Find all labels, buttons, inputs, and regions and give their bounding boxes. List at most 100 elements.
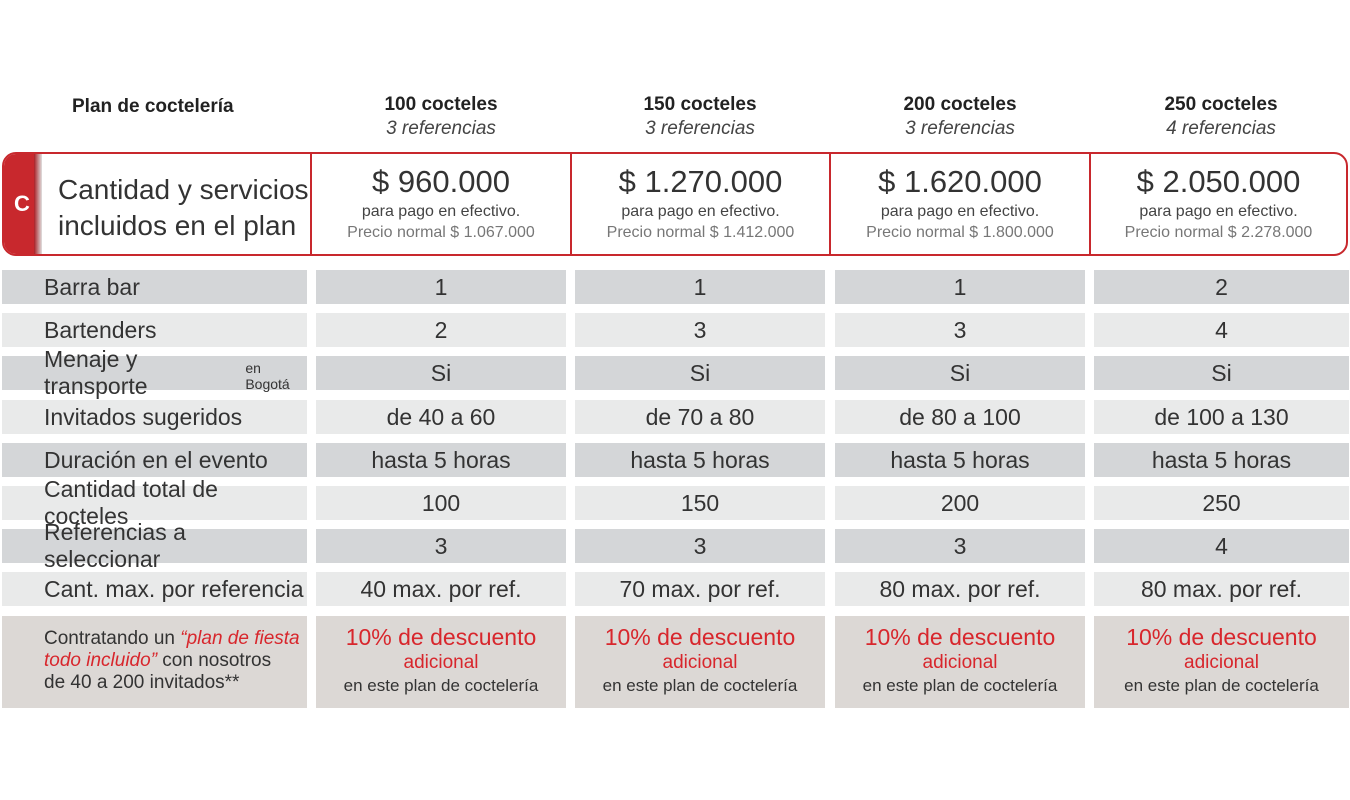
label-line-2: incluidos en el plan — [58, 210, 297, 241]
column-title: 150 cocteles — [643, 94, 757, 115]
table-cell: 3 — [835, 529, 1085, 563]
table-cell: 3 — [835, 313, 1085, 347]
table-cell: 2 — [1094, 270, 1349, 304]
tab-shade — [34, 154, 42, 254]
table-cell: hasta 5 horas — [575, 443, 825, 477]
table-cell: de 100 a 130 — [1094, 400, 1349, 434]
promo-highlight: todo incluido” — [44, 650, 158, 671]
discount-subtitle: adicional — [662, 652, 738, 673]
price-cell: $ 1.620.000 para pago en efectivo. Preci… — [829, 154, 1089, 254]
table-row: Invitados sugeridos de 40 a 60 de 70 a 8… — [0, 400, 1350, 434]
column-header-200: 200 cocteles 3 referencias — [835, 94, 1085, 140]
row-label: Duración en el evento — [2, 443, 307, 477]
table-cell: 1 — [835, 270, 1085, 304]
column-header-150: 150 cocteles 3 referencias — [575, 94, 825, 140]
discount-note: en este plan de coctelería — [862, 676, 1058, 695]
price-cell: $ 1.270.000 para pago en efectivo. Preci… — [570, 154, 829, 254]
table-cell: 250 — [1094, 486, 1349, 520]
column-header-100: 100 cocteles 3 referencias — [316, 94, 566, 140]
table-cell: 40 max. por ref. — [316, 572, 566, 606]
promo-row: Contratando un “plan de fiesta todo incl… — [0, 616, 1350, 708]
price-amount: $ 1.270.000 — [618, 164, 783, 199]
discount-cell: 10% de descuento adicional en este plan … — [575, 616, 825, 708]
table-row: Duración en el evento hasta 5 horas hast… — [0, 443, 1350, 477]
table-row: Menaje y transporte en Bogotá Si Si Si S… — [0, 346, 1350, 399]
table-cell: de 80 a 100 — [835, 400, 1085, 434]
table-cell: hasta 5 horas — [316, 443, 566, 477]
table-row: Barra bar 1 1 1 2 — [0, 270, 1350, 304]
promo-label: Contratando un “plan de fiesta todo incl… — [2, 616, 307, 694]
table-row: Cant. max. por referencia 40 max. por re… — [0, 572, 1350, 606]
discount-note: en este plan de coctelería — [343, 676, 539, 695]
table-cell: de 40 a 60 — [316, 400, 566, 434]
table-cell: 3 — [575, 313, 825, 347]
promo-end: de 40 a 200 invitados** — [44, 672, 240, 693]
column-subtitle: 4 referencias — [1166, 118, 1276, 139]
row-label: Invitados sugeridos — [2, 400, 307, 434]
table-cell: 70 max. por ref. — [575, 572, 825, 606]
discount-title: 10% de descuento — [1126, 624, 1317, 650]
plan-title: Plan de coctelería — [72, 96, 234, 117]
normal-price: Precio normal $ 1.800.000 — [866, 224, 1054, 241]
normal-price: Precio normal $ 1.412.000 — [606, 224, 795, 241]
price-amount: $ 1.620.000 — [878, 164, 1042, 199]
price-amount: $ 2.050.000 — [1136, 164, 1301, 199]
table-cell: 1 — [575, 270, 825, 304]
discount-cell: 10% de descuento adicional en este plan … — [316, 616, 566, 708]
table-cell: Si — [1094, 356, 1349, 390]
discount-subtitle: adicional — [922, 652, 998, 673]
discount-title: 10% de descuento — [345, 624, 537, 650]
discount-cell: 10% de descuento adicional en este plan … — [1094, 616, 1349, 708]
promo-prefix: Contratando un — [44, 628, 181, 649]
column-subtitle: 3 referencias — [905, 118, 1015, 139]
table-cell: 80 max. por ref. — [835, 572, 1085, 606]
price-cell: $ 960.000 para pago en efectivo. Precio … — [310, 154, 570, 254]
row-label-text: Menaje y transporte — [44, 346, 148, 399]
row-label: Menaje y transporte en Bogotá — [2, 346, 307, 399]
table-cell: 150 — [575, 486, 825, 520]
price-band: C Cantidad y servicios incluidos en el p… — [2, 152, 1348, 256]
table-header: Plan de coctelería 100 cocteles 3 refere… — [0, 92, 1350, 148]
table-cell: Si — [575, 356, 825, 390]
table-cell: 100 — [316, 486, 566, 520]
normal-price: Precio normal $ 2.278.000 — [1124, 224, 1313, 241]
promo-label-cell: Contratando un “plan de fiesta todo incl… — [2, 616, 307, 708]
column-subtitle: 3 referencias — [386, 118, 496, 139]
discount-cell: 10% de descuento adicional en este plan … — [835, 616, 1085, 708]
row-label: Cantidad total de cocteles — [2, 476, 307, 529]
discount-note: en este plan de coctelería — [602, 676, 798, 695]
table-row: Bartenders 2 3 3 4 — [0, 313, 1350, 347]
cash-note: para pago en efectivo. — [1139, 203, 1298, 220]
cash-note: para pago en efectivo. — [880, 203, 1040, 220]
table-cell: 200 — [835, 486, 1085, 520]
normal-price: Precio normal $ 1.067.000 — [347, 224, 535, 241]
row-label: Cant. max. por referencia — [2, 572, 307, 606]
table-cell: de 70 a 80 — [575, 400, 825, 434]
table-cell: 4 — [1094, 313, 1349, 347]
label-line-1: Cantidad y servicios — [58, 174, 309, 205]
table-cell: 80 max. por ref. — [1094, 572, 1349, 606]
column-title: 250 cocteles — [1164, 94, 1278, 115]
column-header-250: 250 cocteles 4 referencias — [1095, 94, 1347, 140]
table-cell: Si — [835, 356, 1085, 390]
table-cell: 1 — [316, 270, 566, 304]
row-label: Referencias a seleccionar — [2, 519, 307, 572]
cash-note: para pago en efectivo. — [621, 203, 780, 220]
promo-mid: con nosotros — [157, 650, 272, 671]
discount-subtitle: adicional — [1184, 652, 1259, 673]
table-cell: 4 — [1094, 529, 1349, 563]
discount-title: 10% de descuento — [864, 624, 1056, 650]
discount-title: 10% de descuento — [604, 624, 796, 650]
table-row: Referencias a seleccionar 3 3 3 4 — [0, 519, 1350, 572]
table-cell: 2 — [316, 313, 566, 347]
column-title: 200 cocteles — [903, 94, 1017, 115]
row-label-note: en Bogotá — [245, 360, 290, 392]
discount-subtitle: adicional — [403, 652, 479, 673]
column-subtitle: 3 referencias — [645, 118, 755, 139]
price-cell: $ 2.050.000 para pago en efectivo. Preci… — [1089, 154, 1346, 254]
promo-highlight: “plan de fiesta — [180, 628, 300, 649]
price-band-label: Cantidad y servicios incluidos en el pla… — [58, 172, 309, 244]
row-label: Barra bar — [2, 270, 307, 304]
table-cell: hasta 5 horas — [835, 443, 1085, 477]
table-cell: Si — [316, 356, 566, 390]
